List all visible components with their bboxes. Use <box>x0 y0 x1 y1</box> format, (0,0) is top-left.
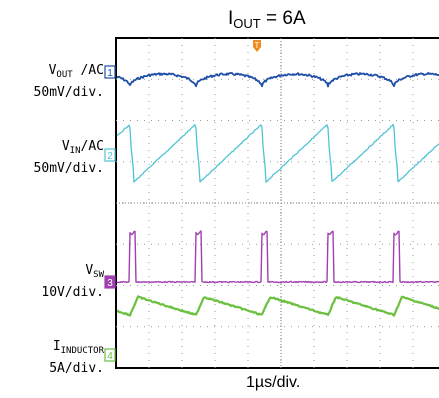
output-current-label: IOUT = 6A <box>228 8 306 31</box>
trace-vout <box>116 72 439 88</box>
trace-vsw <box>116 230 439 284</box>
channel-2-label: VIN/AC 50mV/div. <box>33 139 104 176</box>
scope-grid <box>116 38 439 368</box>
channel-4-marker[interactable] <box>104 348 116 362</box>
channel-4-label: IINDUCTOR 5A/div. <box>49 339 104 376</box>
channel-3-marker[interactable] <box>104 275 116 289</box>
channel-3-label: VSW 10V/div. <box>41 263 104 300</box>
channel-1-marker[interactable] <box>104 65 116 79</box>
channel-3-marker-number: 3 <box>107 278 113 289</box>
x-scale-label: 1µs/div. <box>246 374 301 391</box>
channel-1-marker-number: 1 <box>107 68 113 79</box>
trace-inductor-current <box>116 295 439 317</box>
channel-2-marker[interactable] <box>104 148 116 162</box>
trigger-marker-letter: T <box>255 41 260 50</box>
trace-vin <box>116 123 439 183</box>
channel-1-label: VOUT /AC 50mV/div. <box>33 63 104 100</box>
channel-4-marker-number: 4 <box>107 351 113 362</box>
channel-2-marker-number: 2 <box>107 151 113 162</box>
trigger-marker-icon[interactable] <box>253 40 261 52</box>
